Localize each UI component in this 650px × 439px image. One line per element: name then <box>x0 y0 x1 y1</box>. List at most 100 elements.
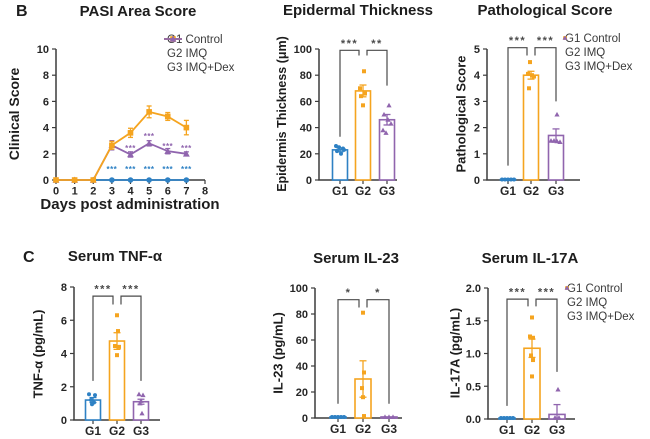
svg-text:8: 8 <box>202 186 208 198</box>
svg-text:2: 2 <box>90 186 96 198</box>
legend-label: G2 IMQ <box>167 48 208 60</box>
svg-text:G2: G2 <box>523 184 539 198</box>
svg-text:***: *** <box>94 284 111 296</box>
chart-title: Serum IL-17A <box>481 250 579 267</box>
svg-text:1: 1 <box>72 186 78 198</box>
legend-item: G1 Control <box>563 283 634 296</box>
pathological-score-plot: 0 1 2 3 4 5 G1 G2 G3 *** *** <box>474 35 580 198</box>
svg-text:80: 80 <box>300 70 312 82</box>
svg-text:60: 60 <box>300 96 312 108</box>
chart-pasi-area-score: PASI Area Score Clinical Score Days post… <box>0 0 256 220</box>
legend-label: G3 IMQ+Dex <box>567 311 635 323</box>
svg-text:100: 100 <box>290 283 308 295</box>
panel-label-b: B <box>16 3 28 20</box>
svg-text:G1: G1 <box>332 184 348 198</box>
il17a-legend: G1 Control G2 IMQ G3 IMQ+Dex <box>563 283 634 324</box>
svg-text:***: *** <box>125 165 136 174</box>
svg-text:**: ** <box>371 38 383 50</box>
chart-serum-il17a: Serum IL-17A IL-17A (pg/mL) 0.0 0.5 1.0 1.5… <box>440 220 650 439</box>
svg-text:2: 2 <box>474 123 480 135</box>
svg-text:0: 0 <box>474 175 480 187</box>
svg-text:G2: G2 <box>355 422 371 436</box>
legend-item: G1 Control <box>561 33 632 46</box>
svg-text:***: *** <box>538 287 555 299</box>
legend-item: G3 IMQ+Dex <box>561 35 633 74</box>
svg-text:0.0: 0.0 <box>466 414 481 426</box>
pathological-legend: G1 Control G2 IMQ G3 IMQ+Dex <box>561 33 632 74</box>
svg-text:1.5: 1.5 <box>466 316 481 328</box>
chart-epidermal-thickness: Epidermal Thickness Epidermis Thickness … <box>250 0 440 220</box>
svg-text:100: 100 <box>294 44 312 56</box>
svg-text:G3: G3 <box>379 184 395 198</box>
svg-text:40: 40 <box>296 361 308 373</box>
chart-title: Serum TNF-α <box>67 248 163 265</box>
legend-label: G1 Control <box>567 283 623 295</box>
svg-text:***: *** <box>537 35 554 47</box>
svg-text:G1: G1 <box>499 423 515 437</box>
svg-text:***: *** <box>162 165 173 174</box>
svg-text:2.0: 2.0 <box>466 283 481 295</box>
svg-text:***: *** <box>144 165 155 174</box>
svg-text:10: 10 <box>37 44 49 56</box>
svg-text:6: 6 <box>61 315 67 327</box>
svg-text:0: 0 <box>306 175 312 187</box>
legend-label: G1 Control <box>565 33 621 45</box>
svg-text:4: 4 <box>474 70 481 82</box>
svg-text:*: * <box>375 287 381 299</box>
chart-title: PASI Area Score <box>79 3 197 20</box>
svg-text:4: 4 <box>43 123 50 135</box>
svg-text:***: *** <box>509 35 526 47</box>
svg-text:6: 6 <box>165 186 171 198</box>
svg-text:***: *** <box>509 287 526 299</box>
legend-label: G3 IMQ+Dex <box>565 61 633 73</box>
svg-text:G3: G3 <box>548 184 564 198</box>
serum-tnf-plot: 0 2 4 6 8 G1 G2 G3 *** *** <box>61 282 160 438</box>
legend-item: G2 IMQ <box>563 286 634 310</box>
legend-item: G2 IMQ <box>163 36 234 61</box>
panel-label-c: C <box>23 249 35 266</box>
legend-label: G3 IMQ+Dex <box>167 62 235 74</box>
legend-label: G1 Control <box>167 34 223 46</box>
svg-text:1.0: 1.0 <box>466 349 481 361</box>
svg-text:20: 20 <box>296 387 308 399</box>
svg-text:***: *** <box>125 144 136 153</box>
svg-text:60: 60 <box>296 335 308 347</box>
svg-text:***: *** <box>162 142 173 151</box>
serum-il17a-plot: 0.0 0.5 1.0 1.5 2.0 G1 G2 G3 *** *** <box>466 283 575 437</box>
svg-text:G2: G2 <box>524 423 540 437</box>
svg-text:4: 4 <box>127 186 134 198</box>
legend-item: G3 IMQ+Dex <box>563 285 635 324</box>
svg-text:8: 8 <box>61 282 67 294</box>
svg-text:***: *** <box>144 132 155 141</box>
svg-text:0.5: 0.5 <box>466 381 481 393</box>
svg-text:0: 0 <box>302 413 308 425</box>
svg-text:5: 5 <box>146 186 152 198</box>
svg-text:*: * <box>346 287 352 299</box>
svg-text:8: 8 <box>43 70 49 82</box>
svg-text:***: *** <box>122 284 139 296</box>
svg-text:0: 0 <box>43 175 49 187</box>
chart-title: Pathological Score <box>477 2 613 19</box>
chart-serum-tnf-alpha: Serum TNF-α TNF-α (pg/mL) 0 2 4 6 8 G1 G2 G3 ***… <box>0 220 240 439</box>
svg-text:G1: G1 <box>330 422 346 436</box>
legend-label: G2 IMQ <box>567 297 608 309</box>
svg-text:G3: G3 <box>549 423 565 437</box>
legend-item: G2 IMQ <box>561 36 632 60</box>
svg-text:G3: G3 <box>381 422 397 436</box>
legend-item: G3 IMQ+Dex <box>163 35 235 75</box>
svg-text:G1: G1 <box>500 184 516 198</box>
svg-text:4: 4 <box>61 349 68 361</box>
svg-text:2: 2 <box>43 149 49 161</box>
pasi-legend: G1 Control G2 IMQ G3 IMQ+Dex <box>163 34 234 75</box>
svg-text:3: 3 <box>474 96 480 108</box>
chart-serum-il23: Serum IL-23 IL-23 (pg/mL) 0 20 40 60 80 100 G1… <box>240 220 440 439</box>
chart-title: Epidermal Thickness <box>282 2 434 19</box>
svg-text:2: 2 <box>61 382 67 394</box>
svg-text:0: 0 <box>53 186 59 198</box>
serum-il23-plot: 0 20 40 60 80 100 G1 G2 G3 * * <box>290 283 402 436</box>
svg-text:G1: G1 <box>85 424 101 438</box>
